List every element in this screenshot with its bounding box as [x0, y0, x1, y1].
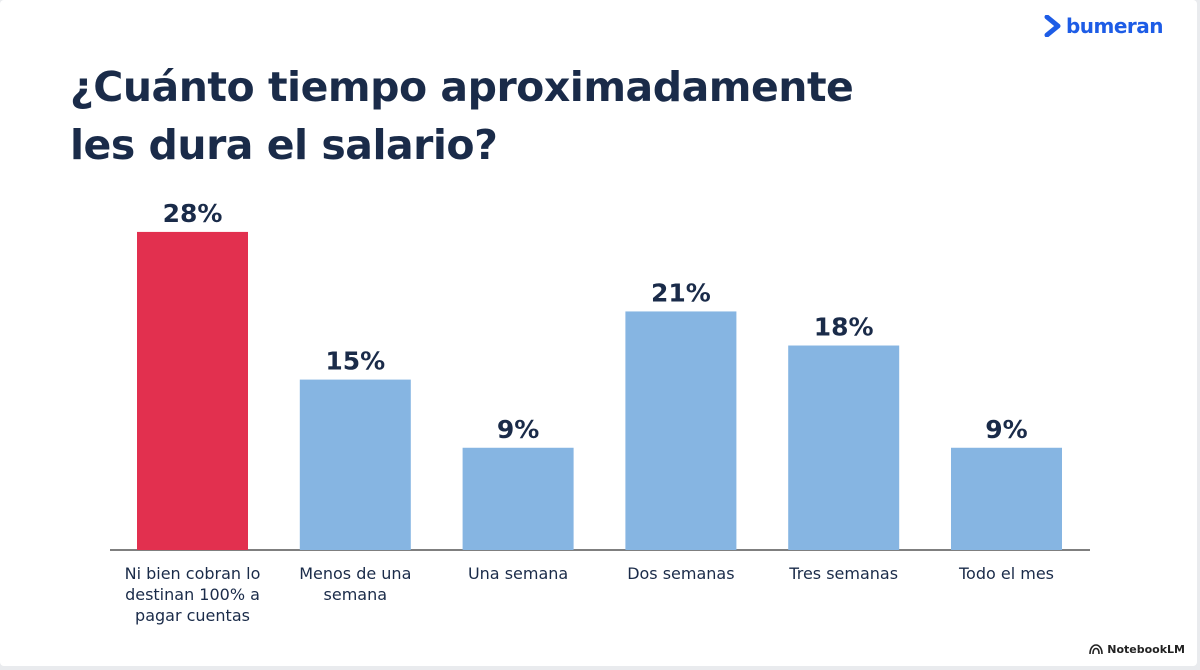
category-label: Ni bien cobran lo destinan 100% a pagar cu…	[113, 563, 273, 626]
bar	[625, 311, 737, 550]
notebooklm-icon	[1089, 644, 1104, 655]
category-label: Tres semanas	[764, 563, 924, 584]
category-label: Dos semanas	[601, 563, 761, 584]
chart-title-line-1: ¿Cuánto tiempo aproximadamente	[70, 63, 854, 111]
brand-logo: bumeran	[1044, 14, 1164, 38]
bar	[462, 447, 574, 550]
bar	[788, 345, 900, 550]
category-label-line: destinan 100% a	[125, 585, 260, 604]
chart-title: ¿Cuánto tiempo aproximadamente les dura …	[70, 58, 1070, 174]
category-label-line: pagar cuentas	[135, 606, 250, 625]
bar-value-label: 18%	[814, 313, 874, 342]
category-label: Todo el mes	[927, 563, 1087, 584]
category-label: Menos de una semana	[275, 563, 435, 605]
chevron-right-icon	[1044, 15, 1061, 37]
chart-title-line-2: les dura el salario?	[70, 121, 498, 169]
category-label-line: Ni bien cobran lo	[124, 564, 261, 583]
bar	[951, 447, 1062, 550]
category-label-line: semana	[323, 585, 388, 604]
category-label-line: Dos semanas	[627, 564, 735, 583]
bar-value-label: 21%	[651, 278, 711, 307]
bar	[137, 231, 248, 551]
category-label-line: Tres semanas	[789, 564, 899, 583]
bar-value-label: 15%	[325, 347, 385, 376]
bar	[299, 379, 411, 550]
watermark: NotebookLM	[1089, 643, 1185, 656]
bar-value-label: 9%	[497, 415, 539, 444]
category-label-line: Todo el mes	[958, 564, 1054, 583]
category-label-line: Una semana	[467, 564, 569, 583]
bar-value-label: 28%	[163, 199, 223, 228]
category-label-line: Menos de una	[299, 564, 412, 583]
watermark-text: NotebookLM	[1107, 643, 1185, 656]
category-label: Una semana	[438, 563, 598, 584]
brand-name: bumeran	[1065, 14, 1164, 38]
bar-value-label: 9%	[985, 415, 1027, 444]
